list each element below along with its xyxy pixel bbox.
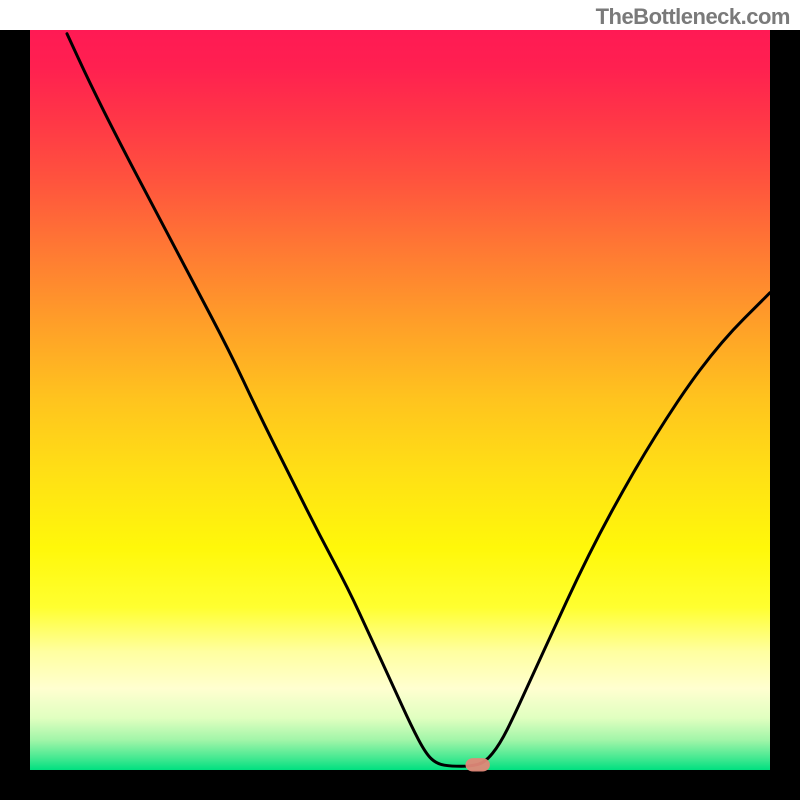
valley-marker — [465, 758, 489, 771]
watermark-text: TheBottleneck.com — [596, 4, 790, 30]
plot-background — [30, 30, 770, 770]
chart-container: TheBottleneck.com — [0, 0, 800, 800]
bottleneck-chart — [0, 0, 800, 800]
